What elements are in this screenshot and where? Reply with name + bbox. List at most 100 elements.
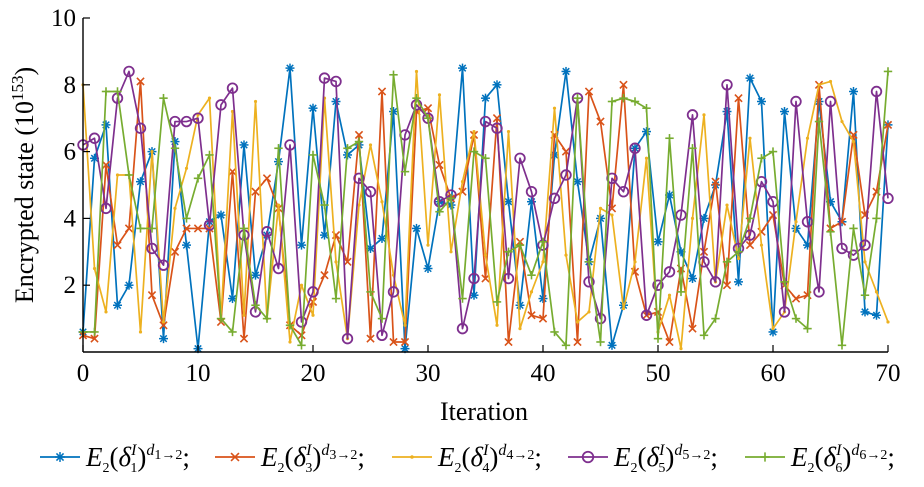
series-3-point <box>136 77 145 86</box>
series-3-point <box>320 271 329 280</box>
series-3-point <box>584 87 594 96</box>
series-6-point <box>423 114 433 123</box>
series-3-point <box>354 130 364 140</box>
series-4-point <box>506 129 511 134</box>
series-4-point <box>437 93 442 97</box>
series-4-point <box>840 119 844 124</box>
series-1-point <box>573 177 582 187</box>
legend-item-5: E2(δI 5)d5→2; <box>568 442 718 476</box>
series-3-point <box>159 321 168 330</box>
series-4-point <box>610 213 614 217</box>
series-4-point <box>529 290 534 294</box>
series-3-point <box>665 337 674 347</box>
series-3-point <box>400 337 410 347</box>
series-5-point <box>341 332 354 345</box>
series-5-point <box>272 262 285 275</box>
y-tick-label: 4 <box>64 205 77 232</box>
series-3-point <box>688 324 697 333</box>
series-4-point <box>449 250 453 254</box>
legend-label: E2(δI 4)d4→2; <box>437 442 542 476</box>
series-6-point <box>101 87 111 96</box>
series-6-point <box>849 224 858 233</box>
series-1-point <box>101 120 111 130</box>
series-4-point <box>207 96 212 100</box>
series-3-point <box>124 224 134 233</box>
series-5-point <box>284 139 296 151</box>
series-5-point <box>307 286 319 298</box>
series-1-point <box>159 334 168 344</box>
series-3-point <box>377 87 387 96</box>
series-5-point <box>836 242 848 255</box>
x-tick-label: 60 <box>761 360 786 387</box>
series-3-point <box>262 174 272 183</box>
series-6-point <box>274 144 283 153</box>
legend-label: E2(δI 1)d1→2; <box>85 442 190 476</box>
series-4-point <box>334 260 338 264</box>
series-4-point <box>299 283 304 287</box>
series-6-point <box>745 214 755 223</box>
series-5-point <box>468 272 480 285</box>
series-1-point <box>492 80 502 90</box>
series-5-point <box>295 316 308 328</box>
series-3-point <box>492 114 502 123</box>
series-6-point <box>504 247 513 256</box>
series-1-point <box>285 63 295 73</box>
series-3-point <box>389 337 398 347</box>
series-6-point <box>469 147 479 156</box>
series-4-point <box>173 206 177 210</box>
series-5-point <box>629 142 641 154</box>
series-1-point <box>745 73 755 83</box>
series-5-point <box>640 309 653 321</box>
series-5-point <box>882 192 894 205</box>
series-3-point <box>883 120 893 130</box>
series-6-point <box>262 314 272 323</box>
x-tick-label: 30 <box>416 360 441 387</box>
series-3-point <box>504 337 513 347</box>
series-3-point <box>423 104 433 113</box>
legend-item-6: E2(δI 6)d6→2; <box>745 442 895 476</box>
series-6-point <box>791 314 801 323</box>
series-5-point <box>790 95 802 108</box>
series-5-point <box>157 259 170 271</box>
series-4-point <box>575 320 580 324</box>
legend-item-3: E2(δI 3)d3→2; <box>215 442 365 476</box>
series-4-point <box>828 79 833 84</box>
series-1-point <box>538 294 548 304</box>
series-6-point <box>722 257 732 267</box>
series-4-point <box>874 290 879 294</box>
series-6-point <box>458 294 467 303</box>
series-4-point <box>518 327 522 331</box>
series-3-point <box>170 247 180 256</box>
series-4-point <box>311 313 315 317</box>
series-4-point <box>794 220 798 224</box>
series-4-point <box>644 156 649 160</box>
series-6-point <box>308 150 318 160</box>
x-tick-label: 50 <box>646 360 671 387</box>
series-6-point <box>619 93 628 103</box>
series-6-point <box>814 117 824 126</box>
series-1-point <box>331 97 341 106</box>
series-1-point <box>860 307 870 317</box>
series-4-point <box>357 203 361 207</box>
series-6-point <box>412 93 421 103</box>
series-6-point <box>320 200 329 210</box>
series-3-point <box>745 240 755 250</box>
series-5-point <box>180 115 193 128</box>
series-1-point <box>872 310 881 320</box>
series-4-point <box>621 306 626 311</box>
series-6-point <box>331 294 341 303</box>
series-4-point <box>587 310 591 314</box>
series-6-point <box>205 150 214 160</box>
x-tick-label: 40 <box>531 360 556 387</box>
series-1-point <box>423 264 433 273</box>
series-3-point <box>435 160 444 170</box>
legend-swatch-marker <box>55 452 65 462</box>
legend-label: E2(δI 5)d5→2; <box>613 442 718 476</box>
series-4-point <box>92 266 97 271</box>
series-6-point <box>872 214 881 223</box>
series-5-point <box>123 65 135 78</box>
series-6-point <box>711 314 720 323</box>
series-6-point <box>538 237 548 246</box>
series-3-point <box>722 281 732 290</box>
series-1-line <box>82 67 889 350</box>
